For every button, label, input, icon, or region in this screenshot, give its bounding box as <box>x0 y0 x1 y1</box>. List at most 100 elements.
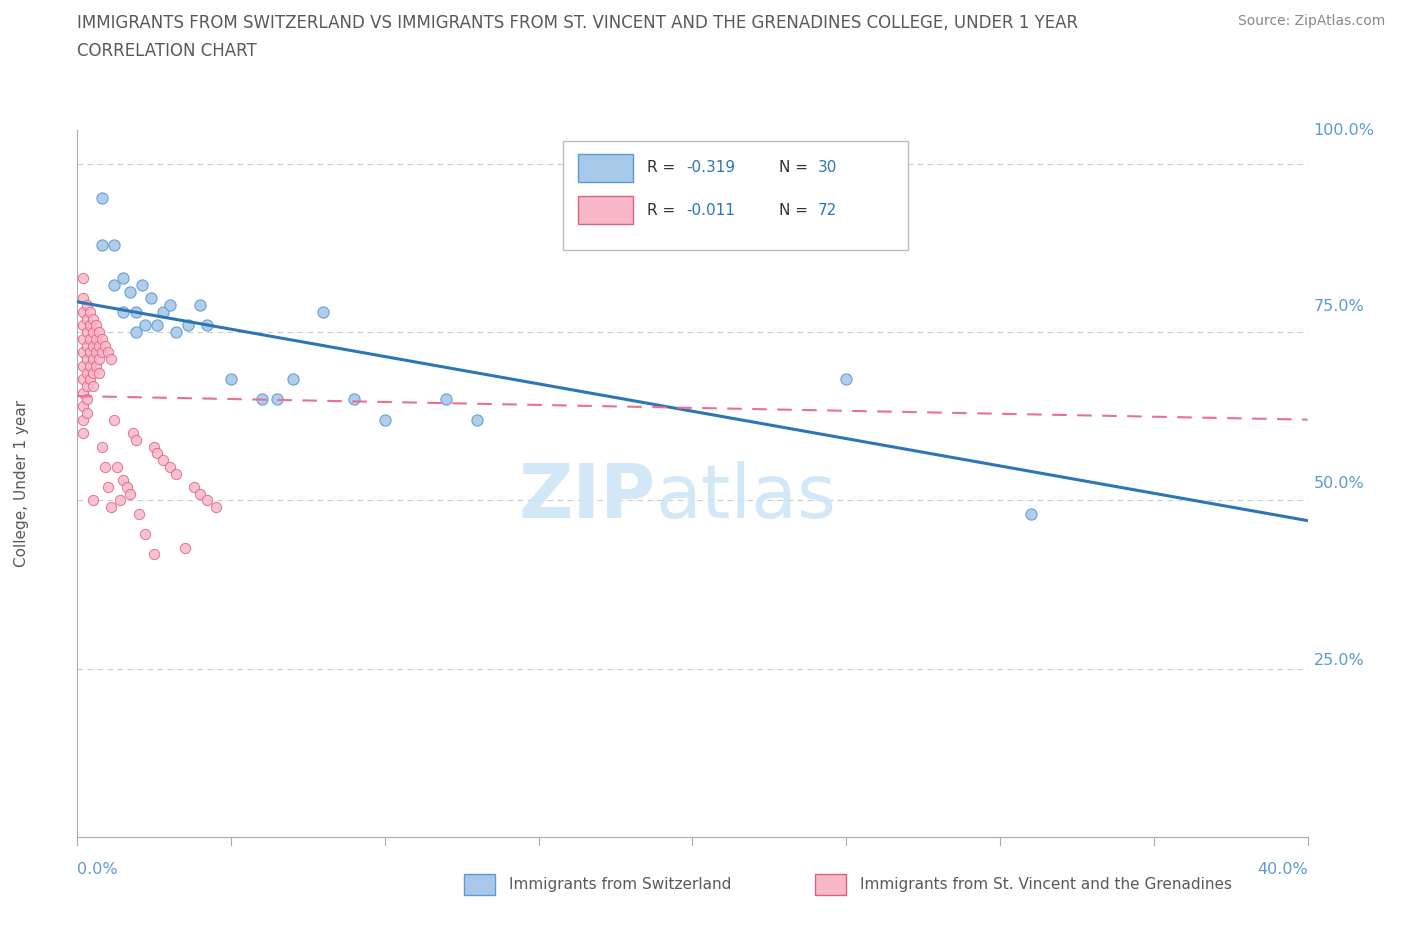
Point <box>87 339 110 353</box>
Point <box>112 304 135 319</box>
Point <box>84 358 107 373</box>
Point <box>84 331 107 346</box>
Point <box>76 379 98 393</box>
Point <box>146 445 169 460</box>
Point <box>195 493 218 508</box>
Point <box>90 331 114 346</box>
Text: College, Under 1 year: College, Under 1 year <box>14 400 30 567</box>
Point <box>188 486 212 501</box>
Point <box>90 345 114 360</box>
Point <box>76 312 98 326</box>
Point <box>195 318 218 333</box>
Point <box>94 339 117 353</box>
Point <box>82 339 104 353</box>
Point <box>72 291 94 306</box>
Point <box>121 426 143 441</box>
Point <box>79 304 101 319</box>
Point <box>97 480 120 495</box>
Point <box>79 372 101 387</box>
Text: atlas: atlas <box>655 461 837 534</box>
Text: R =: R = <box>647 203 681 218</box>
Text: N =: N = <box>779 160 813 175</box>
Text: R =: R = <box>647 160 681 175</box>
Point <box>72 304 94 319</box>
Point <box>76 325 98 339</box>
Text: Immigrants from St. Vincent and the Grenadines: Immigrants from St. Vincent and the Gren… <box>860 877 1233 892</box>
Point <box>72 426 94 441</box>
Point <box>105 459 128 474</box>
Point <box>250 392 273 407</box>
Text: N =: N = <box>779 203 813 218</box>
Point <box>134 318 156 333</box>
Text: IMMIGRANTS FROM SWITZERLAND VS IMMIGRANTS FROM ST. VINCENT AND THE GRENADINES CO: IMMIGRANTS FROM SWITZERLAND VS IMMIGRANT… <box>77 14 1078 32</box>
Point <box>76 365 98 380</box>
Text: -0.011: -0.011 <box>686 203 735 218</box>
Point <box>165 325 187 339</box>
Point <box>115 480 138 495</box>
Point <box>82 379 104 393</box>
Point <box>112 271 135 286</box>
Point <box>90 190 114 205</box>
Bar <box>464 874 495 895</box>
Point <box>281 372 304 387</box>
Point <box>134 526 156 541</box>
Point <box>141 291 163 306</box>
Point <box>312 304 335 319</box>
Point <box>72 385 94 400</box>
Point <box>72 412 94 427</box>
Point <box>219 372 242 387</box>
Point <box>128 507 150 522</box>
Point <box>118 486 141 501</box>
Text: 75.0%: 75.0% <box>1313 299 1364 314</box>
Point <box>76 392 98 407</box>
Text: 30: 30 <box>818 160 838 175</box>
Point <box>76 405 98 420</box>
Point <box>82 352 104 366</box>
Point <box>82 365 104 380</box>
Point <box>72 399 94 414</box>
Point <box>79 358 101 373</box>
Point <box>76 298 98 312</box>
Text: Immigrants from Switzerland: Immigrants from Switzerland <box>509 877 731 892</box>
Point <box>143 439 166 454</box>
Point <box>100 352 122 366</box>
Text: 72: 72 <box>818 203 837 218</box>
Text: CORRELATION CHART: CORRELATION CHART <box>77 42 257 60</box>
Point <box>79 331 101 346</box>
Point <box>87 365 110 380</box>
Point <box>79 345 101 360</box>
Point <box>79 318 101 333</box>
Text: 25.0%: 25.0% <box>1313 653 1364 668</box>
Point <box>188 298 212 312</box>
Point <box>72 372 94 387</box>
Point <box>90 439 114 454</box>
Point <box>343 392 366 407</box>
Point <box>103 237 125 252</box>
Point <box>374 412 396 427</box>
Point <box>72 358 94 373</box>
Bar <box>815 874 846 895</box>
Point <box>94 459 117 474</box>
Text: -0.319: -0.319 <box>686 160 735 175</box>
Point <box>90 237 114 252</box>
Point <box>204 499 226 514</box>
Point <box>103 277 125 292</box>
Point <box>165 466 187 481</box>
Bar <box>578 153 634 181</box>
Point <box>266 392 288 407</box>
Point <box>1019 507 1042 522</box>
Point <box>82 493 104 508</box>
Point <box>110 493 132 508</box>
Point <box>465 412 488 427</box>
Point <box>152 304 174 319</box>
Point <box>103 412 125 427</box>
Point <box>174 540 197 555</box>
Point <box>76 352 98 366</box>
FancyBboxPatch shape <box>564 140 908 250</box>
Point <box>146 318 169 333</box>
Point <box>72 318 94 333</box>
Point <box>143 547 166 562</box>
Text: 100.0%: 100.0% <box>1313 123 1375 138</box>
Point <box>159 459 181 474</box>
Point <box>152 453 174 468</box>
